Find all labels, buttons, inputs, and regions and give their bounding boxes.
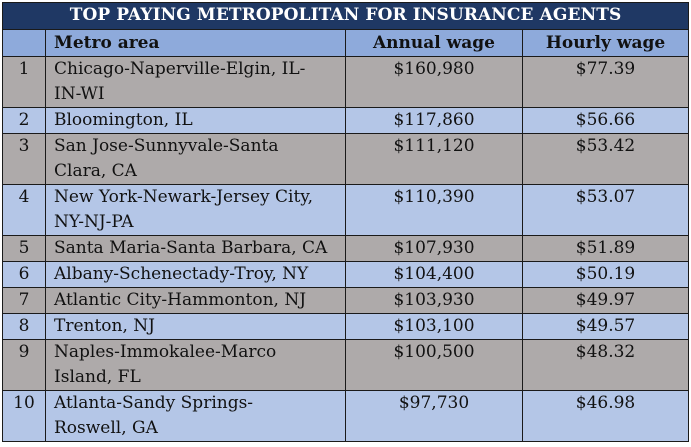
- table-row: 3 San Jose-Sunnyvale-Santa Clara, CA $111…: [2, 133, 690, 185]
- metro-line: Albany-Schenectady-Troy, NY: [54, 264, 309, 284]
- annual-wage-cell: $104,400: [345, 261, 523, 288]
- rank-cell: 6: [2, 261, 46, 288]
- annual-wage-cell: $160,980: [345, 56, 523, 108]
- header-row: Metro area Annual wage Hourly wage: [2, 29, 690, 57]
- hourly-wage-cell: $51.89: [521, 235, 690, 262]
- metro-area-cell: Atlantic City-Hammonton, NJ: [45, 287, 346, 314]
- metro-area-cell: Albany-Schenectady-Troy, NY: [45, 261, 346, 288]
- metro-line: New York-Newark-Jersey City,: [54, 187, 314, 207]
- annual-wage-cell: $100,500: [345, 339, 523, 391]
- header-rank: [2, 29, 46, 57]
- hourly-wage-cell: $53.07: [521, 184, 690, 236]
- annual-wage-cell: $110,390: [345, 184, 523, 236]
- metro-line: NY-NJ-PA: [54, 212, 134, 232]
- table-row: 4 New York-Newark-Jersey City, NY-NJ-PA $…: [2, 184, 690, 236]
- metro-area-cell: Trenton, NJ: [45, 313, 346, 340]
- annual-wage-cell: $117,860: [345, 107, 523, 134]
- rank-cell: 3: [2, 133, 46, 185]
- rank-cell: 4: [2, 184, 46, 236]
- metro-area-cell: Bloomington, IL: [45, 107, 346, 134]
- table-row: 2 Bloomington, IL $117,860 $56.66: [2, 107, 690, 134]
- metro-area-cell: Naples-Immokalee-Marco Island, FL: [45, 339, 346, 391]
- header-hourly-wage: Hourly wage: [521, 29, 690, 57]
- table-title: TOP PAYING METROPOLITAN FOR INSURANCE AG…: [1, 2, 690, 30]
- title-row: TOP PAYING METROPOLITAN FOR INSURANCE AG…: [1, 2, 690, 30]
- metro-line: Trenton, NJ: [54, 316, 155, 336]
- metro-line: Naples-Immokalee-Marco: [54, 342, 277, 362]
- metro-line: Roswell, GA: [54, 418, 158, 438]
- annual-wage-cell: $97,730: [345, 390, 523, 442]
- rank-cell: 7: [2, 287, 46, 314]
- rank-cell: 1: [2, 56, 46, 108]
- table-row: 8 Trenton, NJ $103,100 $49.57: [2, 313, 690, 340]
- metro-line: Santa Maria-Santa Barbara, CA: [54, 238, 328, 258]
- table-row: 7 Atlantic City-Hammonton, NJ $103,930 $…: [2, 287, 690, 314]
- table-row: 1 Chicago-Naperville-Elgin, IL- IN-WI $16…: [2, 56, 690, 108]
- metro-line: Island, FL: [54, 367, 141, 387]
- rank-cell: 2: [2, 107, 46, 134]
- hourly-wage-cell: $50.19: [521, 261, 690, 288]
- metro-line: Clara, CA: [54, 161, 137, 181]
- table-row: 5 Santa Maria-Santa Barbara, CA $107,930…: [2, 235, 690, 262]
- metro-line: San Jose-Sunnyvale-Santa: [54, 136, 279, 156]
- annual-wage-cell: $103,100: [345, 313, 523, 340]
- rank-cell: 9: [2, 339, 46, 391]
- header-metro-area: Metro area: [45, 29, 346, 57]
- table-row: 10 Atlanta-Sandy Springs- Roswell, GA $97…: [2, 390, 690, 442]
- metro-line: Atlanta-Sandy Springs-: [54, 393, 254, 413]
- metro-area-cell: New York-Newark-Jersey City, NY-NJ-PA: [45, 184, 346, 236]
- hourly-wage-cell: $46.98: [521, 390, 690, 442]
- metro-line: IN-WI: [54, 84, 105, 104]
- hourly-wage-cell: $49.97: [521, 287, 690, 314]
- rank-cell: 5: [2, 235, 46, 262]
- metro-area-cell: Chicago-Naperville-Elgin, IL- IN-WI: [45, 56, 346, 108]
- annual-wage-cell: $103,930: [345, 287, 523, 314]
- table-row: 9 Naples-Immokalee-Marco Island, FL $100,…: [2, 339, 690, 391]
- hourly-wage-cell: $77.39: [521, 56, 690, 108]
- annual-wage-cell: $111,120: [345, 133, 523, 185]
- rank-cell: 8: [2, 313, 46, 340]
- metro-area-cell: San Jose-Sunnyvale-Santa Clara, CA: [45, 133, 346, 185]
- table-row: 6 Albany-Schenectady-Troy, NY $104,400 $…: [2, 261, 690, 288]
- header-annual-wage: Annual wage: [345, 29, 523, 57]
- annual-wage-cell: $107,930: [345, 235, 523, 262]
- metro-line: Chicago-Naperville-Elgin, IL-: [54, 59, 306, 79]
- hourly-wage-cell: $53.42: [521, 133, 690, 185]
- hourly-wage-cell: $49.57: [521, 313, 690, 340]
- hourly-wage-cell: $48.32: [521, 339, 690, 391]
- hourly-wage-cell: $56.66: [521, 107, 690, 134]
- metro-line: Bloomington, IL: [54, 110, 193, 130]
- metro-line: Atlantic City-Hammonton, NJ: [54, 290, 307, 310]
- rank-cell: 10: [2, 390, 46, 442]
- metro-area-cell: Santa Maria-Santa Barbara, CA: [45, 235, 346, 262]
- metro-area-cell: Atlanta-Sandy Springs- Roswell, GA: [45, 390, 346, 442]
